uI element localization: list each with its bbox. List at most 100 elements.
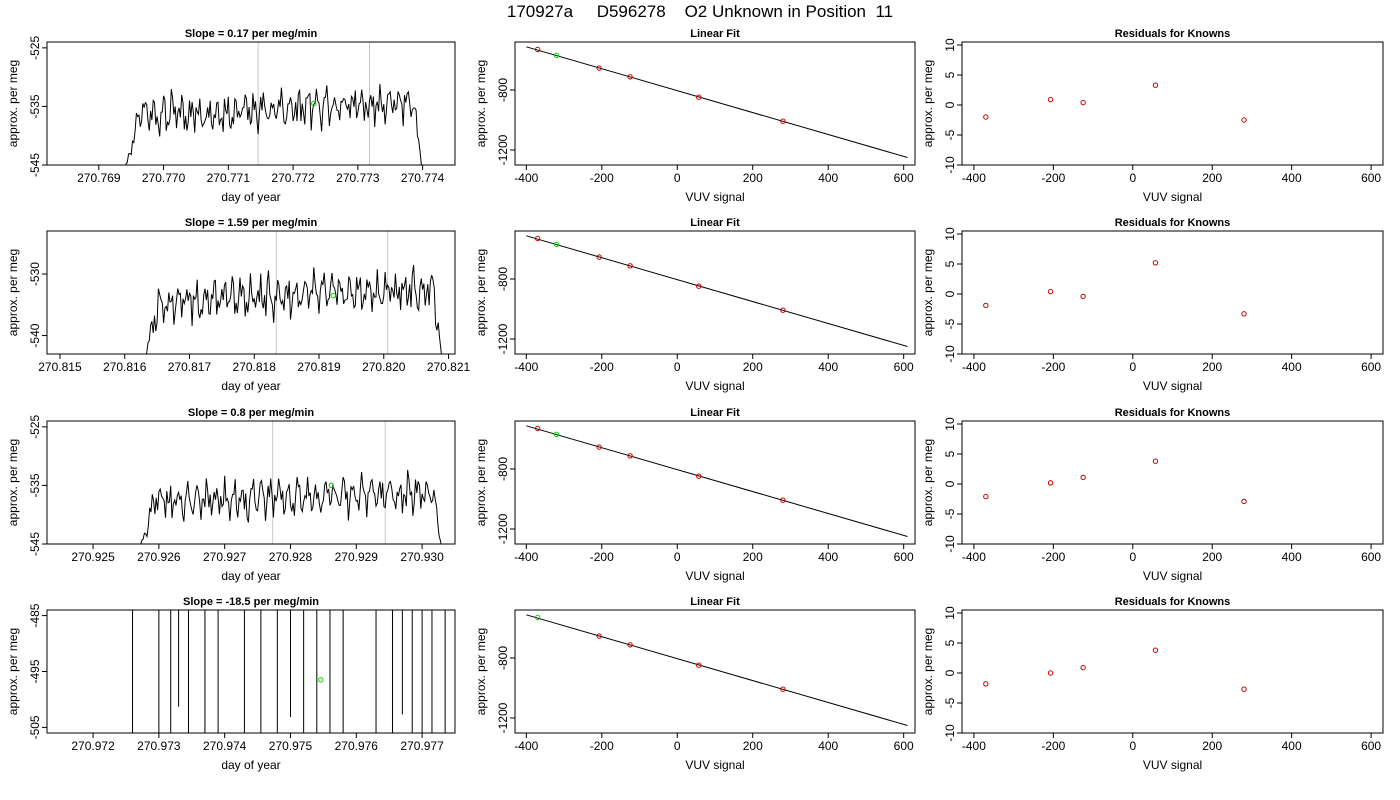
x-tick-label: 0	[1129, 550, 1136, 564]
known-point	[596, 254, 602, 260]
x-tick-label: 270.815	[38, 360, 82, 374]
y-axis-label: approx. per meg	[6, 60, 20, 147]
x-tick-label: 0	[674, 360, 681, 374]
y-axis-label: approx. per meg	[474, 249, 488, 336]
unknown-mean-point	[330, 292, 336, 299]
panel-title: Residuals for Knowns	[1115, 596, 1231, 608]
unknown-mean-point	[311, 100, 317, 107]
y-tick-label: -1200	[496, 702, 510, 733]
panel-title: Residuals for Knowns	[1115, 217, 1231, 229]
x-tick-label: -200	[590, 550, 614, 564]
panel-title: Linear Fit	[690, 217, 740, 229]
x-axis-label: day of year	[221, 758, 280, 772]
x-tick-label: 600	[1361, 739, 1381, 753]
y-tick-label: -1200	[496, 134, 510, 165]
known-point	[780, 497, 786, 503]
panel-title: Linear Fit	[690, 407, 740, 419]
x-tick-label: 270.972	[71, 739, 115, 753]
panel-title: Residuals for Knowns	[1115, 407, 1231, 419]
y-axis-label: approx. per meg	[474, 439, 488, 526]
x-tick-label: 200	[1202, 739, 1222, 753]
x-tick-label: 400	[1282, 550, 1302, 564]
known-point	[1047, 670, 1054, 676]
known-point	[696, 473, 702, 479]
panel-title: Slope = 0.17 per meg/min	[185, 28, 318, 40]
y-tick-label: -1200	[496, 323, 510, 354]
plot-area	[145, 231, 442, 354]
x-tick-label: 270.928	[269, 550, 313, 564]
x-axis-label: VUV signal	[1143, 190, 1202, 204]
x-tick-label: -400	[514, 360, 538, 374]
plot-area	[526, 46, 908, 158]
x-tick-label: 270.817	[168, 360, 212, 374]
known-point	[696, 283, 702, 289]
x-tick-label: 270.818	[233, 360, 277, 374]
x-tick-label: 600	[894, 739, 914, 753]
x-tick-label: 400	[818, 550, 838, 564]
y-axis-label: approx. per meg	[6, 439, 20, 526]
y-tick-label: -800	[496, 457, 510, 481]
known-point	[596, 65, 602, 71]
x-axis-label: VUV signal	[685, 569, 744, 583]
plot-panel-2-2: Linear Fit -400 -200 0 200 400 600 -800 -1200 VUV…	[474, 217, 916, 393]
x-tick-label: 270.769	[77, 171, 121, 185]
x-tick-label: 270.975	[269, 739, 313, 753]
known-point	[983, 681, 989, 687]
y-tick-label: 0	[943, 480, 957, 487]
x-axis-label: day of year	[221, 379, 280, 393]
fit-line	[526, 46, 908, 158]
y-tick-label: -1200	[496, 513, 510, 544]
fit-line	[526, 425, 908, 537]
x-tick-label: 270.973	[137, 739, 181, 753]
panel-title: Slope = 0.8 per meg/min	[188, 407, 315, 419]
y-tick-label: -5	[943, 129, 957, 140]
x-tick-label: -200	[590, 360, 614, 374]
x-tick-label: 0	[1129, 739, 1136, 753]
plot-area	[526, 235, 908, 347]
y-axis-label: approx. per meg	[921, 249, 935, 336]
x-axis-label: VUV signal	[1143, 569, 1202, 583]
plot-area	[526, 425, 908, 537]
x-tick-label: 400	[1282, 360, 1302, 374]
x-tick-label: -200	[1041, 171, 1065, 185]
y-tick-label: -10	[943, 345, 957, 363]
x-tick-label: 200	[743, 550, 763, 564]
plot-panel-2-1: Slope = 1.59 per meg/min 270.815 270.816 27…	[6, 217, 471, 393]
plot-area	[526, 614, 908, 726]
unknown-mean-point	[318, 677, 324, 683]
x-tick-label: 200	[1202, 171, 1222, 185]
plot-frame	[514, 609, 916, 734]
plot-panel-2-3: Residuals for Knowns -400 -200 0 200 400 600 -1…	[921, 217, 1384, 393]
plot-panel-4-3: Residuals for Knowns -400 -200 0 200 400 600 -1…	[921, 596, 1384, 772]
x-tick-label: 200	[743, 739, 763, 753]
y-tick-label: 0	[943, 101, 957, 108]
plot-panel-1-1: Slope = 0.17 per meg/min 270.769 270.770 27…	[6, 28, 456, 204]
known-point	[780, 118, 786, 124]
x-tick-label: 270.820	[362, 360, 406, 374]
unknown-point	[553, 241, 560, 248]
x-tick-label: 600	[1361, 550, 1381, 564]
x-axis-label: VUV signal	[685, 190, 744, 204]
y-tick-label: 0	[943, 669, 957, 676]
x-tick-label: 270.927	[203, 550, 247, 564]
plot-frame	[46, 609, 456, 734]
x-tick-label: 270.821	[427, 360, 471, 374]
y-tick-label: 10	[943, 606, 957, 620]
plot-panel-3-3: Residuals for Knowns -400 -200 0 200 400 600 -1…	[921, 407, 1384, 583]
x-tick-label: -200	[590, 739, 614, 753]
plot-area	[983, 260, 1247, 317]
x-tick-label: -400	[962, 550, 986, 564]
known-point	[696, 662, 702, 668]
x-tick-label: 270.774	[401, 171, 445, 185]
y-axis-label: approx. per meg	[6, 628, 20, 715]
plot-frame	[961, 420, 1384, 545]
y-axis-label: approx. per meg	[921, 628, 935, 715]
y-tick-label: -5	[943, 508, 957, 519]
plot-frame	[514, 41, 916, 166]
unknown-point	[553, 52, 560, 59]
x-tick-label: 400	[1282, 739, 1302, 753]
y-tick-label: 5	[943, 260, 957, 267]
x-tick-label: 200	[743, 171, 763, 185]
plot-frame	[961, 41, 1384, 166]
